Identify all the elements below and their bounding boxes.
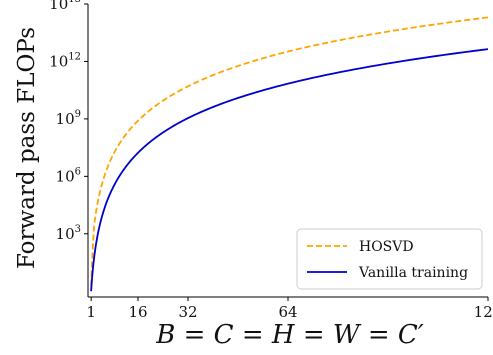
y-tick-label: 1015: [49, 0, 81, 13]
series-line-1: [90, 48, 489, 292]
y-tick-label: 106: [56, 166, 81, 185]
series-line-0: [90, 16, 489, 286]
x-axis-label: B = C = H = W = C′: [155, 320, 424, 350]
x-tick-label: 128: [474, 303, 493, 321]
y-axis-label: Forward pass FLOPs: [14, 27, 40, 269]
legend-label-0: HOSVD: [359, 239, 414, 255]
ticks-layer: 1 16 32 64 128 103 106 109 1012 1015: [49, 0, 493, 321]
y-tick-label: 109: [56, 109, 81, 128]
series-layer: [90, 16, 489, 292]
x-tick-label: 16: [128, 303, 147, 321]
legend: HOSVD Vanilla training: [296, 228, 483, 290]
legend-box: [296, 228, 483, 290]
x-tick-label: 64: [278, 303, 297, 321]
legend-label-1: Vanilla training: [358, 265, 468, 281]
x-tick-label: 1: [86, 303, 96, 321]
y-tick-label: 1012: [49, 51, 81, 70]
x-tick-label: 32: [178, 303, 197, 321]
y-tick-label: 103: [56, 224, 81, 243]
